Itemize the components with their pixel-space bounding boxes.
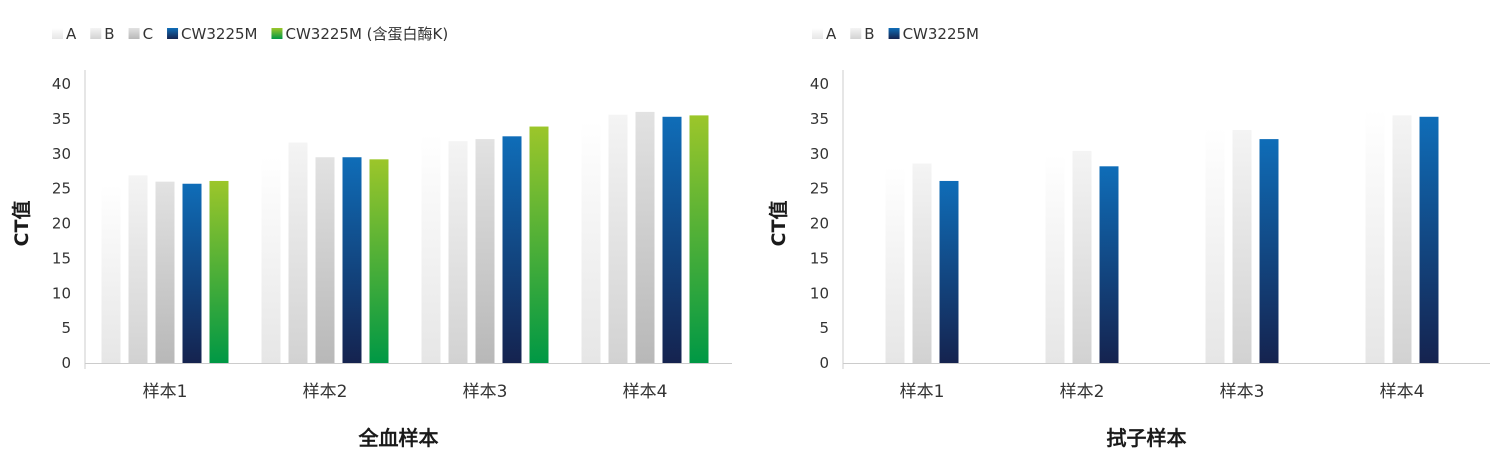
y-axis-label: CT值 (767, 201, 790, 247)
legend-label: CW3225M (181, 25, 257, 43)
y-tick-label: 15 (810, 249, 829, 267)
x-tick-label: 样本3 (463, 382, 508, 402)
bar-c (475, 139, 495, 363)
bar-a (1205, 127, 1225, 364)
legend-swatch-cw3225m (167, 28, 179, 39)
legend-swatch-b (850, 28, 862, 39)
bars (101, 111, 709, 364)
legend: A B CW3225M (812, 25, 979, 43)
bar-b (448, 141, 468, 363)
bar-cw3225m (1259, 139, 1279, 363)
y-tick-label: 25 (810, 180, 829, 198)
y-tick-label: 30 (52, 145, 71, 163)
y-tick-label: 0 (819, 354, 829, 372)
legend-swatch-a (52, 28, 63, 39)
bar-a (421, 134, 441, 363)
bar-c (635, 111, 655, 364)
bar-cw3225m (662, 116, 682, 363)
y-tick-label: 5 (819, 319, 829, 337)
bar-cw3225m (1419, 116, 1439, 363)
bar-a (101, 184, 121, 363)
legend-swatch-cw3225m (888, 28, 900, 39)
bar-cw3225m-k (209, 180, 229, 363)
legend-label: A (826, 25, 837, 43)
bar-c (155, 181, 175, 363)
y-axis-ticks: 0 5 10 15 20 25 30 35 40 (810, 75, 829, 372)
legend-swatch-b (90, 28, 102, 39)
bar-cw3225m-k (689, 115, 709, 363)
y-tick-label: 20 (52, 215, 71, 233)
y-tick-label: 20 (810, 215, 829, 233)
y-tick-label: 35 (52, 110, 71, 128)
y-tick-label: 10 (52, 284, 71, 302)
legend-label: C (143, 25, 153, 43)
bar-a (1045, 154, 1065, 363)
bar-cw3225m (342, 157, 362, 363)
legend: A B C CW3225M CW3225M (含蛋白酶K) (52, 25, 448, 43)
x-tick-label: 样本1 (900, 382, 945, 402)
bars (885, 109, 1439, 364)
x-tick-label: 样本3 (1220, 382, 1265, 402)
bar-b (288, 142, 308, 363)
bar-b (1392, 115, 1412, 363)
legend-label: B (104, 25, 114, 43)
y-tick-label: 30 (810, 145, 829, 163)
bar-a (581, 120, 601, 363)
bar-b (912, 163, 932, 363)
legend-label: A (66, 25, 77, 43)
bar-cw3225m (502, 136, 522, 363)
y-tick-label: 35 (810, 110, 829, 128)
chart-whole-blood: A B C CW3225M CW3225M (含蛋白酶K) 0 5 10 15 20 25 30 35… (10, 25, 732, 450)
y-axis-ticks: 0 5 10 15 20 25 30 35 40 (52, 75, 71, 372)
legend-swatch-a (812, 28, 823, 39)
y-tick-label: 40 (52, 75, 71, 93)
legend-label: B (864, 25, 874, 43)
x-axis-label: 全血样本 (358, 426, 439, 450)
x-tick-label: 样本1 (143, 382, 188, 402)
bar-cw3225m (939, 180, 959, 363)
y-tick-label: 0 (61, 354, 71, 372)
legend-label: CW3225M (903, 25, 979, 43)
bar-b (1232, 130, 1252, 363)
y-axis-label: CT值 (10, 201, 33, 247)
bar-b (128, 175, 148, 363)
y-tick-label: 40 (810, 75, 829, 93)
y-tick-label: 15 (52, 249, 71, 267)
bar-a (1365, 109, 1385, 364)
x-tick-label: 样本4 (623, 382, 668, 402)
x-axis-categories: 样本1 样本2 样本3 样本4 (143, 382, 668, 402)
x-tick-label: 样本4 (1380, 382, 1425, 402)
y-tick-label: 10 (810, 284, 829, 302)
y-tick-label: 25 (52, 180, 71, 198)
x-tick-label: 样本2 (303, 382, 348, 402)
x-axis-categories: 样本1 样本2 样本3 样本4 (900, 382, 1425, 402)
bar-cw3225m-k (369, 159, 389, 363)
bar-b (608, 114, 628, 363)
x-axis-label: 拭子样本 (1107, 426, 1187, 450)
x-tick-label: 样本2 (1060, 382, 1105, 402)
bar-c (315, 157, 335, 363)
bar-a (261, 157, 281, 363)
legend-label: CW3225M (含蛋白酶K) (285, 25, 448, 43)
bar-cw3225m-k (529, 126, 549, 363)
bar-cw3225m (182, 183, 202, 363)
legend-swatch-cw3225m-k (271, 28, 283, 39)
bar-b (1072, 150, 1092, 363)
bar-a (885, 166, 905, 363)
legend-swatch-c (128, 28, 140, 39)
bar-cw3225m (1099, 166, 1119, 363)
y-tick-label: 5 (61, 319, 71, 337)
